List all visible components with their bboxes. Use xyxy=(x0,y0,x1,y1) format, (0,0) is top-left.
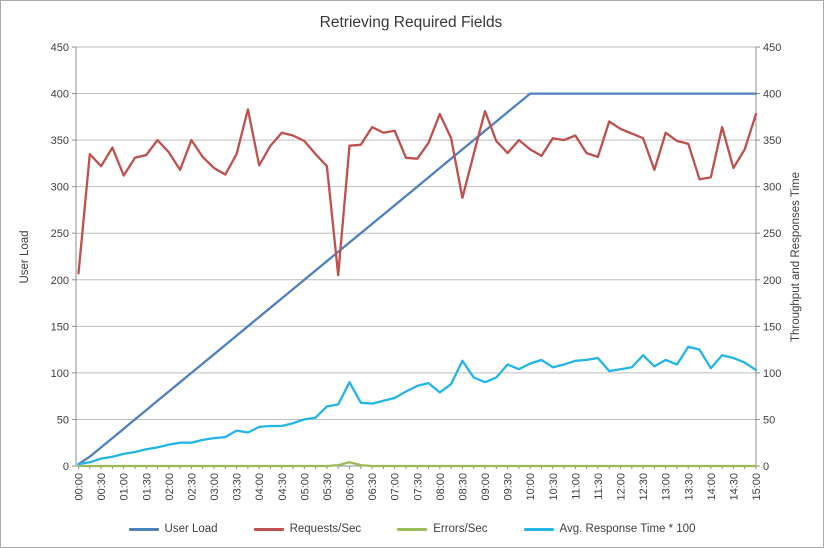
y-tick-label-left: 100 xyxy=(51,368,69,380)
legend-swatch xyxy=(128,527,159,531)
x-tick-label: 01:00 xyxy=(119,473,131,501)
x-tick-label: 10:00 xyxy=(525,473,537,501)
chart-title: Retrieving Required Fields xyxy=(320,14,503,31)
legend-item: Requests/Sec xyxy=(253,523,362,535)
legend-label: Errors/Sec xyxy=(433,523,488,535)
x-tick-label: 03:30 xyxy=(232,473,244,501)
y-tick-label-left: 0 xyxy=(63,461,69,473)
x-tick-label: 02:00 xyxy=(164,473,176,501)
y-tick-label-right: 400 xyxy=(763,89,781,101)
y-tick-label-right: 100 xyxy=(763,368,781,380)
series-line-errors-sec xyxy=(77,461,758,468)
x-tick-label: 13:00 xyxy=(661,473,673,501)
x-tick-label: 13:30 xyxy=(683,473,695,501)
x-tick-label: 09:00 xyxy=(480,473,492,501)
legend-swatch xyxy=(253,527,284,531)
x-tick-label: 04:00 xyxy=(254,473,266,501)
y-tick-label-left: 150 xyxy=(51,321,69,333)
x-tick-label: 06:30 xyxy=(367,473,379,501)
y-tick-label-right: 450 xyxy=(763,42,781,54)
x-tick-label: 05:30 xyxy=(322,473,334,501)
legend-label: User Load xyxy=(164,523,218,535)
y-tick-label-right: 50 xyxy=(763,414,775,426)
axes xyxy=(72,46,760,469)
x-tick-label: 11:30 xyxy=(593,473,605,500)
legend-label: Requests/Sec xyxy=(289,523,362,535)
x-tick-label: 05:00 xyxy=(299,473,311,501)
gridlines xyxy=(76,46,756,420)
series-lines xyxy=(77,92,758,468)
legend-swatch xyxy=(523,527,554,531)
y-tick-label-left: 250 xyxy=(51,228,69,240)
legend: User Load Requests/Sec Errors/Sec Avg. Resp… xyxy=(1,519,823,539)
y-tick-label-left: 200 xyxy=(51,275,69,287)
x-tick-label: 12:30 xyxy=(638,473,650,501)
series-line-user-load xyxy=(77,92,758,466)
axis-labels: 0 0 50 50 100 100 150 150 200 200 250 250 300 300 350 3… xyxy=(51,42,782,501)
y-tick-label-right: 300 xyxy=(763,182,781,194)
legend-item: Avg. Response Time * 100 xyxy=(523,523,696,535)
x-tick-label: 15:00 xyxy=(751,473,763,501)
y-tick-label-left: 350 xyxy=(51,135,69,147)
x-tick-label: 04:30 xyxy=(277,473,289,501)
x-tick-label: 09:30 xyxy=(503,473,515,501)
x-tick-label: 02:30 xyxy=(186,473,198,501)
x-tick-label: 14:00 xyxy=(706,473,718,501)
y-tick-label-right: 0 xyxy=(763,461,769,473)
series-line-avg-response-time-100 xyxy=(77,345,758,466)
x-tick-label: 08:00 xyxy=(435,473,447,501)
y-tick-label-right: 350 xyxy=(763,135,781,147)
x-tick-label: 03:00 xyxy=(209,473,221,501)
x-tick-label: 00:30 xyxy=(96,473,108,501)
y-tick-label-right: 250 xyxy=(763,228,781,240)
x-tick-label: 12:00 xyxy=(616,473,628,501)
y-axis-title-left: User Load xyxy=(19,230,31,283)
legend-item: User Load xyxy=(128,523,218,535)
y-axis-title-right: Throughput and Responses Time xyxy=(790,172,802,342)
x-tick-label: 07:30 xyxy=(412,473,424,501)
x-tick-label: 07:00 xyxy=(390,473,402,501)
x-tick-label: 14:30 xyxy=(728,473,740,501)
series-line-requests-sec xyxy=(77,108,758,277)
y-tick-label-left: 400 xyxy=(51,89,69,101)
legend-label: Avg. Response Time * 100 xyxy=(559,523,696,535)
y-tick-label-left: 300 xyxy=(51,182,69,194)
x-tick-label: 01:30 xyxy=(141,473,153,501)
y-tick-label-left: 450 xyxy=(51,42,69,54)
legend-item: Errors/Sec xyxy=(397,523,488,535)
y-tick-label-right: 150 xyxy=(763,321,781,333)
y-tick-label-left: 50 xyxy=(57,414,69,426)
x-tick-label: 06:00 xyxy=(345,473,357,501)
x-tick-label: 00:00 xyxy=(74,473,86,501)
x-tick-label: 11:00 xyxy=(570,473,582,500)
legend-swatch xyxy=(397,527,428,531)
y-tick-label-right: 200 xyxy=(763,275,781,287)
x-tick-label: 08:30 xyxy=(457,473,469,501)
x-tick-label: 10:30 xyxy=(548,473,560,501)
